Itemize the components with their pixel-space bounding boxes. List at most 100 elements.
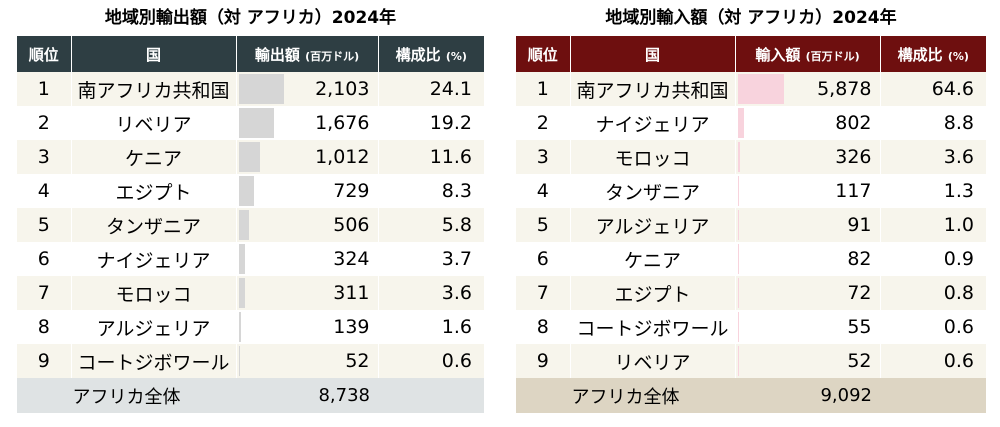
import-table-row: 3 モロッコ 326 3.6 [516, 140, 986, 174]
country-cell: ケニア [570, 242, 736, 276]
data-bar [238, 142, 261, 172]
import-table-row: 6 ケニア 82 0.9 [516, 242, 986, 276]
import-table: 順位 国 輸入額 (百万ドル) 構成比 (%) 1 南アフリカ共和国 5,878 64… [516, 36, 986, 413]
rank-cell: 9 [17, 344, 72, 378]
rank-cell: 1 [516, 72, 571, 106]
country-header: 国 [71, 36, 237, 72]
export-value-header-label: 輸出額 [254, 45, 300, 64]
country-cell: エジプト [71, 174, 237, 208]
value-cell: 1,676 [236, 106, 379, 140]
import-value-unit: (百万ドル) [805, 49, 860, 63]
rank-cell: 4 [17, 174, 72, 208]
import-value-header: 輸入額 (百万ドル) [735, 36, 881, 72]
value-text: 52 [847, 350, 872, 372]
value-text: 117 [835, 180, 872, 202]
value-cell: 324 [236, 242, 379, 276]
import-table-row: 7 エジプト 72 0.8 [516, 276, 986, 310]
country-cell: モロッコ [71, 276, 237, 310]
export-value-header: 輸出額 (百万ドル) [236, 36, 379, 72]
export-value-unit: (百万ドル) [305, 49, 360, 63]
import-table-body: 1 南アフリカ共和国 5,878 64.6 2 ナイジェリア 802 8.8 3 モロッコ 326 3… [516, 72, 986, 378]
value-text: 55 [847, 316, 872, 338]
rank-cell: 8 [516, 310, 571, 344]
country-cell: ナイジェリア [71, 242, 237, 276]
country-cell: ナイジェリア [570, 106, 736, 140]
value-cell: 506 [236, 208, 379, 242]
export-title: 地域別輸出額（対 アフリカ）2024年 [104, 8, 397, 28]
import-total-value: 9,092 [735, 378, 880, 413]
country-cell: コートジボワール [71, 344, 237, 378]
value-cell: 91 [735, 208, 881, 242]
data-bar [737, 176, 739, 206]
share-header: 構成比 (%) [880, 36, 986, 72]
country-cell: コートジボワール [570, 310, 736, 344]
import-table-row: 1 南アフリカ共和国 5,878 64.6 [516, 72, 986, 106]
export-header-row: 順位 国 輸出額 (百万ドル) 構成比 (%) [17, 36, 484, 72]
rank-cell: 3 [17, 140, 72, 174]
rank-cell: 2 [17, 106, 72, 140]
share-cell: 3.6 [880, 140, 986, 174]
export-table-row: 3 ケニア 1,012 11.6 [17, 140, 484, 174]
export-table-row: 2 リベリア 1,676 19.2 [17, 106, 484, 140]
share-cell: 0.6 [378, 344, 484, 378]
share-cell: 8.8 [880, 106, 986, 140]
rank-cell: 9 [516, 344, 571, 378]
value-text: 802 [835, 112, 872, 134]
share-cell: 0.6 [880, 310, 986, 344]
data-bar [238, 278, 246, 308]
rank-header: 順位 [17, 36, 72, 72]
share-cell: 19.2 [378, 106, 484, 140]
export-table-row: 5 タンザニア 506 5.8 [17, 208, 484, 242]
value-cell: 311 [236, 276, 379, 310]
data-bar [737, 142, 741, 172]
country-cell: タンザニア [570, 174, 736, 208]
value-text: 2,103 [315, 78, 370, 100]
share-cell: 1.6 [378, 310, 484, 344]
share-cell: 64.6 [880, 72, 986, 106]
data-bar [737, 108, 744, 138]
share-cell: 0.6 [880, 344, 986, 378]
data-bar [238, 312, 242, 342]
rank-cell: 2 [516, 106, 571, 140]
export-total-label: アフリカ全体 [17, 378, 236, 413]
share-unit: (%) [947, 49, 969, 63]
value-text: 311 [333, 282, 370, 304]
data-bar [238, 176, 255, 206]
import-panel: 地域別輸入額（対 アフリカ）2024年 順位 国 輸入額 (百万ドル) 構成比 … [516, 0, 986, 413]
share-cell: 3.6 [378, 276, 484, 310]
import-table-row: 4 タンザニア 117 1.3 [516, 174, 986, 208]
data-bar [238, 108, 275, 138]
rank-cell: 8 [17, 310, 72, 344]
rank-cell: 6 [17, 242, 72, 276]
share-header: 構成比 (%) [378, 36, 484, 72]
value-text: 1,676 [315, 112, 370, 134]
value-cell: 117 [735, 174, 881, 208]
value-text: 72 [847, 282, 872, 304]
value-text: 506 [333, 214, 370, 236]
country-cell: ケニア [71, 140, 237, 174]
share-cell: 1.3 [880, 174, 986, 208]
import-total-row: アフリカ全体 9,092 [516, 378, 986, 413]
rank-header: 順位 [516, 36, 571, 72]
country-cell: 南アフリカ共和国 [71, 72, 237, 106]
export-table-row: 7 モロッコ 311 3.6 [17, 276, 484, 310]
import-total-share [880, 378, 986, 413]
export-total-value: 8,738 [236, 378, 378, 413]
import-table-row: 2 ナイジェリア 802 8.8 [516, 106, 986, 140]
rank-cell: 3 [516, 140, 571, 174]
value-cell: 2,103 [236, 72, 379, 106]
value-text: 82 [847, 248, 872, 270]
country-cell: アルジェリア [570, 208, 736, 242]
rank-cell: 7 [516, 276, 571, 310]
import-table-row: 5 アルジェリア 91 1.0 [516, 208, 986, 242]
share-unit: (%) [445, 49, 467, 63]
value-text: 729 [333, 180, 370, 202]
country-cell: エジプト [570, 276, 736, 310]
country-cell: リベリア [570, 344, 736, 378]
share-header-label: 構成比 [897, 45, 943, 64]
value-text: 5,878 [817, 78, 872, 100]
value-cell: 5,878 [735, 72, 881, 106]
rank-cell: 7 [17, 276, 72, 310]
country-cell: リベリア [71, 106, 237, 140]
export-panel: 地域別輸出額（対 アフリカ）2024年 順位 国 輸出額 (百万ドル) 構成比 … [17, 0, 484, 413]
